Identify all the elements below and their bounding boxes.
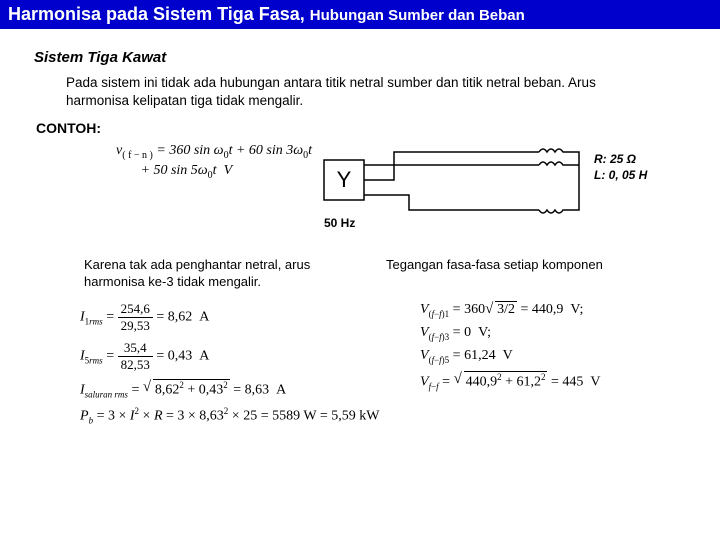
diagram-row: v( f − n ) = 360 sin ω0t + 60 sin 3ω0t +… (24, 140, 696, 255)
note-right: Tegangan fasa-fasa setiap komponen (386, 257, 603, 291)
svg-text:Y: Y (337, 167, 352, 192)
equations-right: V(f−f)1 = 3603/2 = 440,9 V; V(f−f)3 = 0 … (420, 301, 601, 431)
section-title: Sistem Tiga Kawat (34, 49, 696, 66)
title-bar: Harmonisa pada Sistem Tiga Fasa, Hubunga… (0, 0, 720, 29)
eq-vff: Vf−f = 440,92 + 61,22 = 445 V (420, 371, 601, 391)
eq-isaluran: Isaluran rms = 8,622 + 0,432 = 8,63 A (80, 379, 390, 399)
equations-block: I1rms = 254,629,53 = 8,62 A I5rms = 35,4… (24, 301, 696, 431)
eq-i5rms: I5rms = 35,482,53 = 0,43 A (80, 340, 390, 373)
eq-pb: Pb = 3 × I2 × R = 3 × 8,632 × 25 = 5589 … (80, 406, 390, 425)
eq-i1rms: I1rms = 254,629,53 = 8,62 A (80, 301, 390, 334)
title-main: Harmonisa pada Sistem Tiga Fasa, (8, 4, 305, 24)
l-value: L: 0, 05 H (594, 168, 647, 182)
load-label: R: 25 Ω L: 0, 05 H (594, 152, 647, 183)
equations-left: I1rms = 254,629,53 = 8,62 A I5rms = 35,4… (80, 301, 390, 431)
eq-vf3: V(f−f)3 = 0 V; (420, 325, 601, 342)
note-left: Karena tak ada penghantar netral, arus h… (84, 257, 344, 291)
intro-text: Pada sistem ini tidak ada hubungan antar… (66, 74, 626, 110)
r-value: R: 25 Ω (594, 152, 636, 166)
title-sub: Hubungan Sumber dan Beban (310, 7, 525, 24)
eq-vf1: V(f−f)1 = 3603/2 = 440,9 V; (420, 301, 601, 319)
notes-row: Karena tak ada penghantar netral, arus h… (24, 257, 696, 291)
contoh-label: CONTOH: (36, 120, 696, 136)
eq-vf5: V(f−f)5 = 61,24 V (420, 348, 601, 365)
content: Sistem Tiga Kawat Pada sistem ini tidak … (0, 29, 720, 431)
frequency-label: 50 Hz (324, 216, 355, 230)
